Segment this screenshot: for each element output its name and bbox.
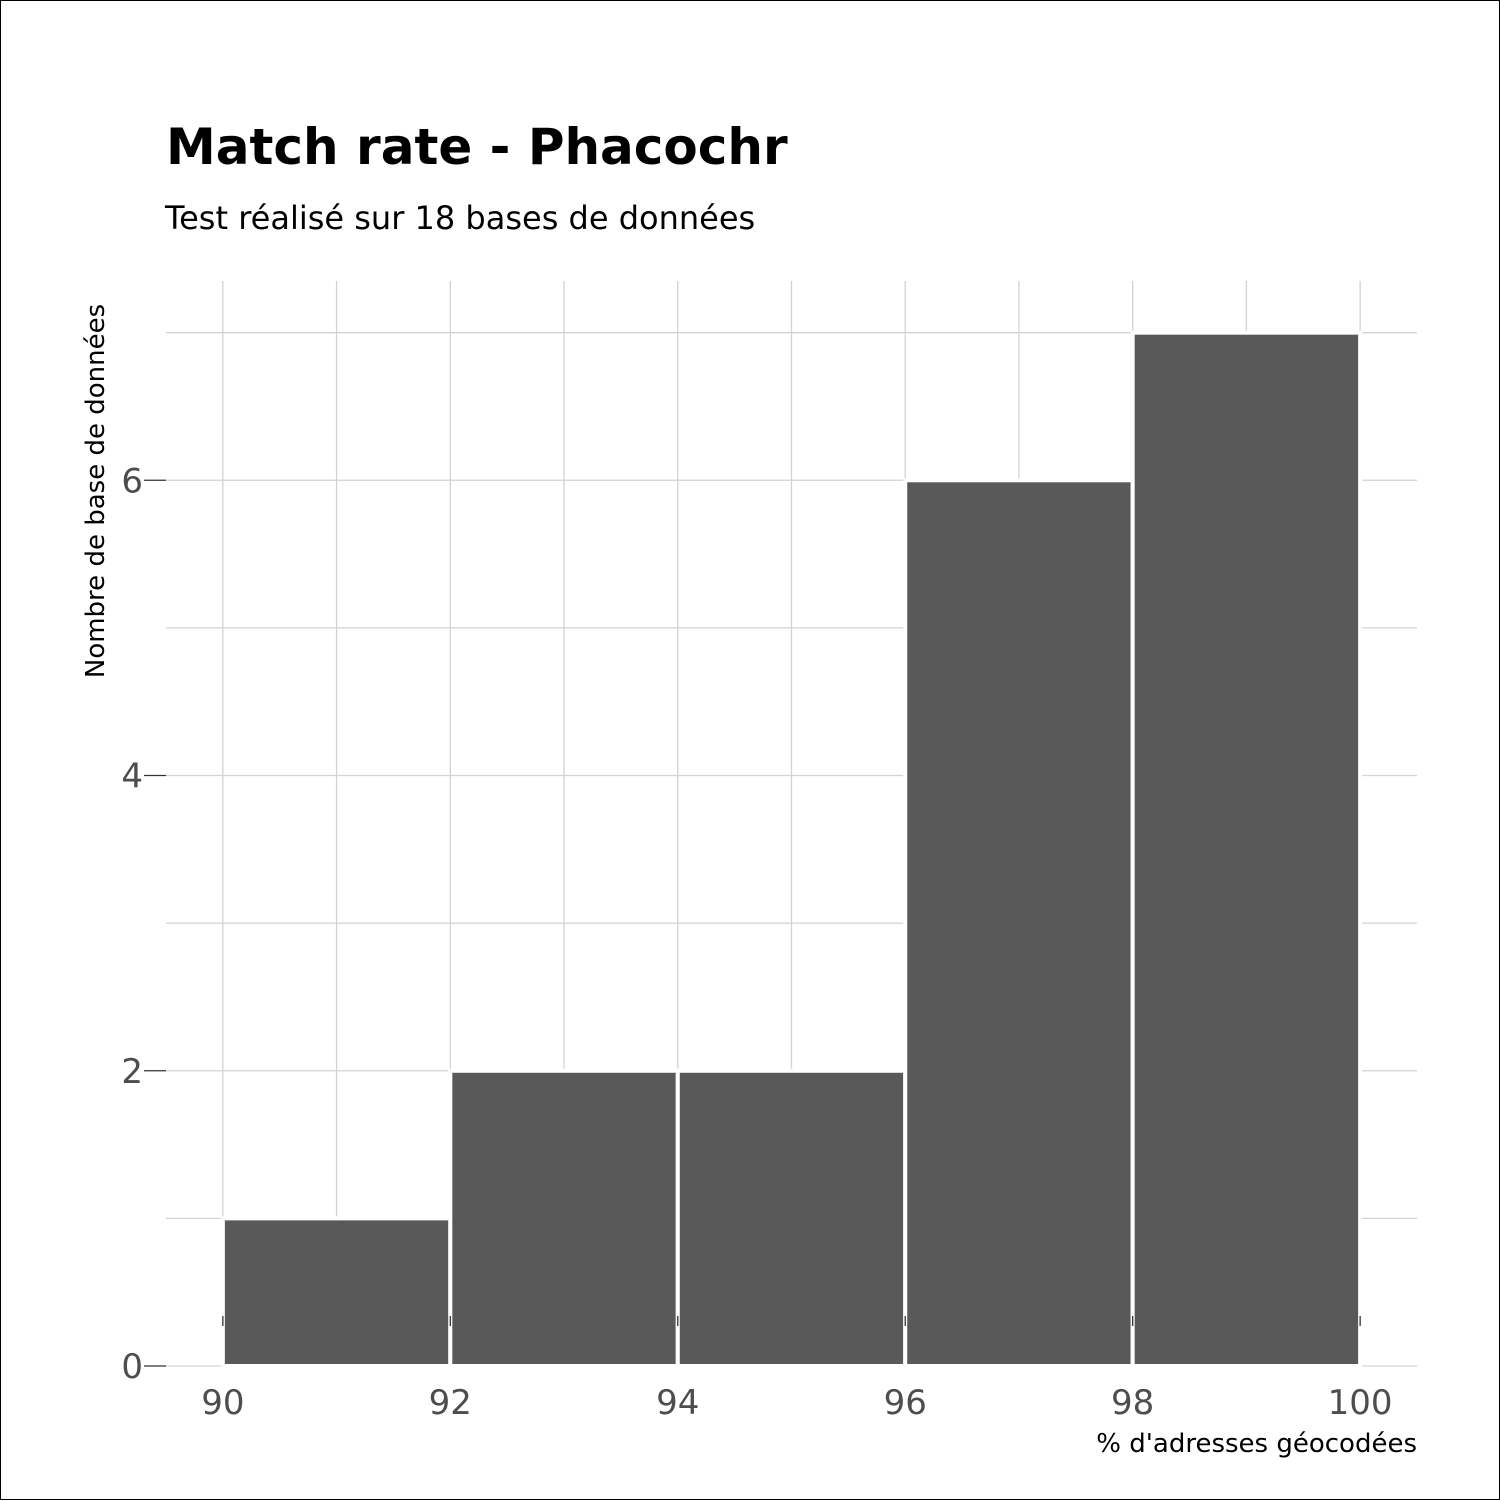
x-tick-label: 96 [884, 1383, 927, 1423]
y-axis-label: Nombre de base de données [81, 304, 111, 678]
x-tick-label: 90 [201, 1383, 244, 1423]
chart-subtitle: Test réalisé sur 18 bases de données [164, 199, 755, 237]
bars [220, 330, 1363, 1369]
histogram-bar [1130, 330, 1363, 1369]
x-tick-label: 98 [1111, 1383, 1154, 1423]
y-tick-label: 0 [121, 1347, 143, 1387]
histogram-bar [903, 478, 1135, 1368]
y-tick-label: 2 [121, 1052, 143, 1092]
y-tick-label: 6 [121, 461, 143, 501]
y-tick-label: 4 [121, 757, 143, 797]
x-tick-label: 100 [1328, 1383, 1393, 1423]
x-tick-label: 94 [656, 1383, 699, 1423]
axis-ticks: 90 92 94 96 98 100 0 2 4 6 [121, 461, 1392, 1423]
histogram-bar [675, 1068, 908, 1369]
histogram-bar [448, 1068, 680, 1369]
chart-title: Match rate - Phacochr [166, 118, 788, 176]
x-axis-label: % d'adresses géocodées [1096, 1429, 1417, 1459]
x-tick-label: 92 [429, 1383, 472, 1423]
histogram-bar [220, 1216, 453, 1369]
